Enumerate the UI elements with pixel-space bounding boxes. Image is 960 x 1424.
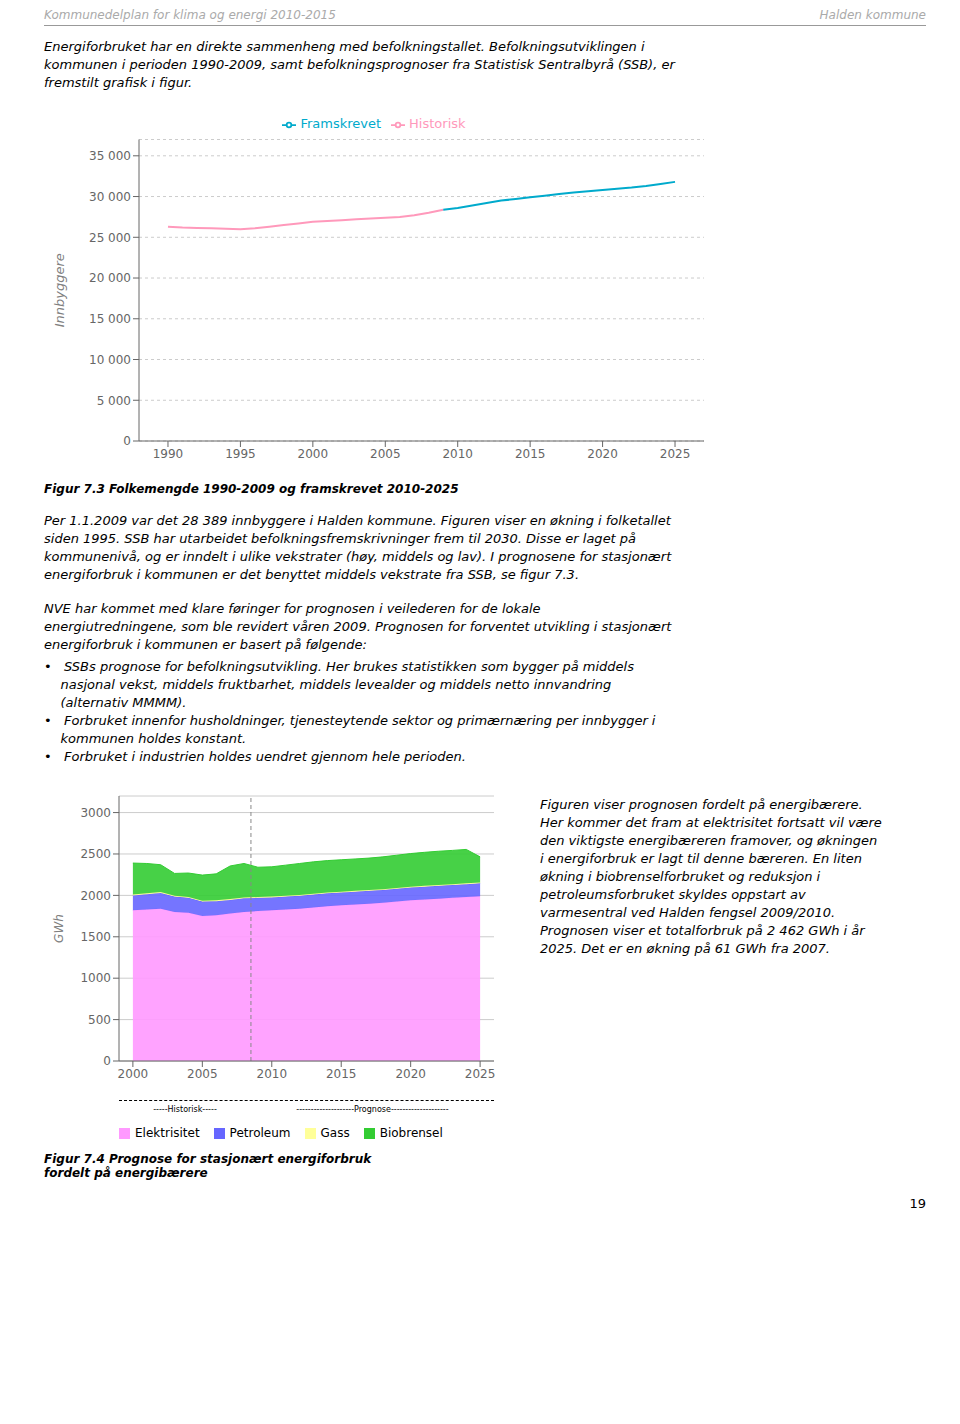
html-text:Figuren viser prognosen fordel: Figuren viser prognosen fordelt på energ… — [540, 797, 863, 812]
svg-text:1000: 1000 — [80, 971, 111, 985]
svg-text:30 000: 30 000 — [89, 190, 131, 204]
html-text:fremstilt grafisk i figur.: fremstilt grafisk i figur. — [44, 75, 193, 90]
html-text:NVE har kommet med klare førin: NVE har kommet med klare føringer for pr… — [44, 601, 541, 616]
html-text:-----Historisk-----: -----Historisk----- — [153, 1105, 217, 1114]
html-text:Figur 7.3 Folkemengde 1990-200: Figur 7.3 Folkemengde 1990-2009 og frams… — [44, 482, 459, 496]
html-text:nasjonal vekst, middels fruktb: nasjonal vekst, middels fruktbarhet, mid… — [44, 677, 612, 692]
svg-text:2025: 2025 — [465, 1067, 496, 1081]
html-text:• SSBs prognose for befolkning: • SSBs prognose for befolkningsutvikling… — [44, 659, 634, 674]
svg-text:10 000: 10 000 — [89, 353, 131, 367]
svg-text:25 000: 25 000 — [89, 231, 131, 245]
svg-text:2010: 2010 — [442, 447, 473, 461]
html-text:Energiforbruket har en direkte: Energiforbruket har en direkte sammenhen… — [44, 39, 645, 54]
svg-text:1990: 1990 — [153, 447, 184, 461]
svg-text:500: 500 — [88, 1013, 111, 1027]
html-text:energiutredningene, som ble re: energiutredningene, som ble revidert vår… — [44, 619, 672, 634]
html-text:Gass: Gass — [320, 1126, 350, 1140]
svg-text:0: 0 — [103, 1054, 111, 1068]
svg-text:2005: 2005 — [187, 1067, 218, 1081]
html-text:Prognosen viser et totalforbru: Prognosen viser et totalforbruk på 2 462… — [540, 923, 865, 938]
html-text:19: 19 — [909, 1196, 926, 1211]
svg-text:2000: 2000 — [118, 1067, 149, 1081]
html-text:Framskrevet: Framskrevet — [300, 116, 382, 131]
svg-text:GWh: GWh — [52, 914, 66, 943]
html-text:Biobrensel: Biobrensel — [379, 1126, 443, 1140]
svg-text:20 000: 20 000 — [89, 271, 131, 285]
svg-text:2005: 2005 — [370, 447, 401, 461]
html-text:Elektrisitet: Elektrisitet — [135, 1126, 200, 1140]
html-text:Figur 7.4 Prognose for stasjon: Figur 7.4 Prognose for stasjonært energi… — [44, 1152, 372, 1180]
html-text:den viktigste energibæreren fr: den viktigste energibæreren framover, og… — [540, 833, 878, 848]
html-text:Her kommer det fram at elektri: Her kommer det fram at elektrisitet fort… — [540, 815, 882, 830]
svg-text:0: 0 — [123, 434, 131, 448]
svg-text:1995: 1995 — [225, 447, 256, 461]
svg-text:2025: 2025 — [660, 447, 691, 461]
svg-text:Innbyggere: Innbyggere — [52, 253, 67, 327]
svg-text:2015: 2015 — [326, 1067, 357, 1081]
html-text:• Forbruket i industrien holde: • Forbruket i industrien holdes uendret … — [44, 749, 466, 764]
html-text:kommunen i perioden 1990-2009,: kommunen i perioden 1990-2009, samt befo… — [44, 57, 675, 72]
html-text:petroleumsforbruket skyldes op: petroleumsforbruket skyldes oppstart av — [540, 887, 806, 902]
html-text:økning i biobrenselforbruket o: økning i biobrenselforbruket og reduksjo… — [540, 869, 821, 884]
html-text:kommunenivå, og er inndelt i u: kommunenivå, og er inndelt i ulike vekst… — [44, 549, 672, 564]
svg-text:2020: 2020 — [395, 1067, 426, 1081]
html-text:• Forbruket innenfor husholdni: • Forbruket innenfor husholdninger, tjen… — [44, 713, 656, 728]
html-text:Halden kommune: Halden kommune — [819, 8, 926, 22]
html-text:Petroleum: Petroleum — [229, 1126, 291, 1140]
svg-text:15 000: 15 000 — [89, 312, 131, 326]
svg-text:2010: 2010 — [257, 1067, 288, 1081]
html-text:siden 1995. SSB har utarbeidet: siden 1995. SSB har utarbeidet befolknin… — [44, 531, 637, 546]
html-text:Historisk: Historisk — [409, 116, 466, 131]
svg-text:2500: 2500 — [80, 847, 111, 861]
svg-text:2015: 2015 — [515, 447, 546, 461]
svg-text:2020: 2020 — [587, 447, 618, 461]
html-text:(alternativ MMMM).: (alternativ MMMM). — [44, 695, 187, 710]
svg-text:35 000: 35 000 — [89, 149, 131, 163]
html-text:energiforbruk i kommunen er ba: energiforbruk i kommunen er basert på fø… — [44, 637, 367, 652]
html-text:Kommunedelplan for klima og en: Kommunedelplan for klima og energi 2010-… — [44, 8, 336, 22]
svg-text:2000: 2000 — [80, 889, 111, 903]
svg-text:2000: 2000 — [298, 447, 329, 461]
svg-text:3000: 3000 — [80, 806, 111, 820]
html-text:varmesentral ved Halden fengse: varmesentral ved Halden fengsel 2009/201… — [540, 905, 836, 920]
svg-text:1500: 1500 — [80, 930, 111, 944]
html-text:2025. Det er en økning på 61 G: 2025. Det er en økning på 61 GWh fra 200… — [540, 941, 830, 956]
svg-text:5 000: 5 000 — [97, 394, 131, 408]
html-text:i energiforbruk er lagt til de: i energiforbruk er lagt til denne bærere… — [540, 851, 862, 866]
html-text:--------------------Prognose--: --------------------Prognose------------… — [296, 1105, 449, 1114]
html-text:kommunen holdes konstant.: kommunen holdes konstant. — [44, 731, 247, 746]
html-text:energiforbruk i kommunen er de: energiforbruk i kommunen er det benyttet… — [44, 567, 579, 582]
html-text:Per 1.1.2009 var det 28 389 in: Per 1.1.2009 var det 28 389 innbyggere i… — [44, 513, 671, 528]
